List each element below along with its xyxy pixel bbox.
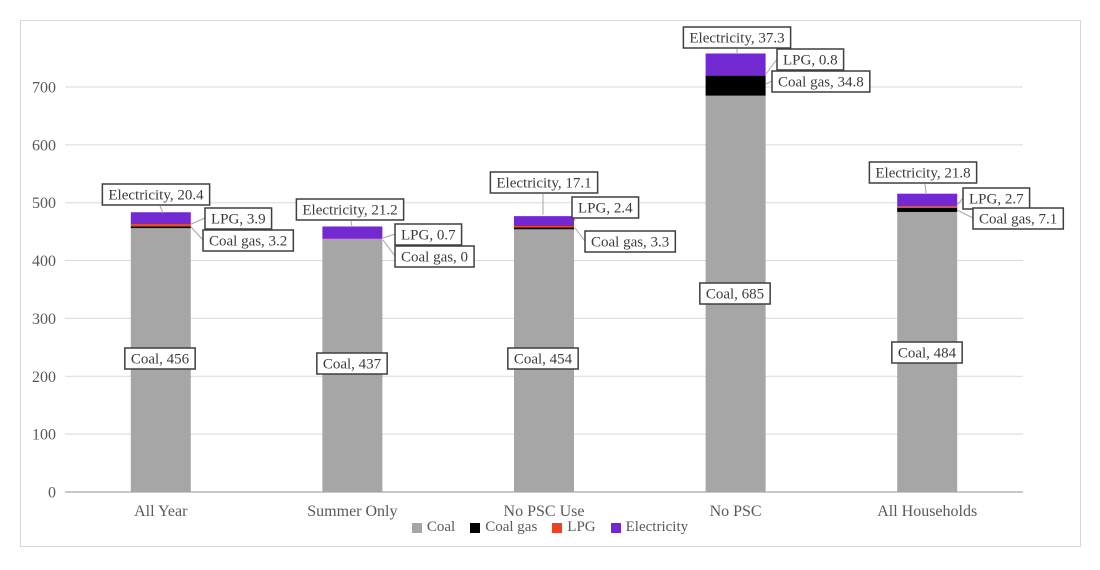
data-label-lpg: LPG, 3.9 — [211, 212, 266, 228]
data-label-coal: Coal, 685 — [706, 287, 764, 303]
leader-line — [924, 183, 927, 194]
legend-swatch-lpg — [552, 522, 563, 533]
bar-segment-electricity — [705, 53, 766, 76]
y-tick-label: 0 — [48, 485, 56, 502]
bar-segment-coal-gas — [897, 207, 958, 212]
data-label-box-lpg — [776, 48, 845, 71]
leader-line — [382, 239, 396, 257]
data-label-coal-gas: Coal gas, 3.3 — [591, 235, 669, 251]
data-label-box-coal-gas — [584, 230, 677, 253]
legend-item-lpg: LPG — [552, 519, 596, 536]
data-label-coal: Coal, 456 — [131, 352, 190, 368]
leader-line — [382, 233, 396, 239]
category-label: No PSC Use — [504, 503, 585, 520]
data-label-box-electricity — [101, 183, 211, 206]
chart-border — [20, 20, 1081, 547]
legend-label: Coal gas — [485, 519, 538, 535]
data-label-box-electricity — [295, 198, 405, 221]
category-label: No PSC — [710, 503, 762, 520]
data-label-coal: Coal, 484 — [898, 346, 957, 362]
bar-segment-coal-gas — [705, 75, 766, 96]
data-label-electricity: Electricity, 20.4 — [108, 188, 204, 204]
data-label-box-coal-gas — [972, 207, 1065, 230]
y-tick-label: 400 — [32, 253, 56, 270]
data-label-box-electricity — [489, 171, 599, 194]
leader-line — [350, 220, 353, 228]
leader-line — [956, 197, 964, 206]
legend-swatch-coal-gas — [470, 522, 481, 533]
data-label-box-coal-gas — [394, 245, 475, 268]
leader-line — [956, 209, 974, 219]
legend-label: Coal — [426, 519, 456, 535]
bar-segment-lpg — [897, 206, 958, 208]
y-tick-label: 100 — [32, 427, 56, 444]
bar-segment-coal-gas — [514, 227, 574, 230]
y-tick-label: 300 — [32, 311, 56, 328]
data-label-box-coal — [316, 352, 388, 375]
y-tick-label: 200 — [32, 369, 56, 386]
data-label-box-coal-gas — [771, 70, 871, 93]
data-label-coal-gas: Coal gas, 0 — [401, 250, 468, 266]
data-label-lpg: LPG, 2.4 — [578, 201, 633, 217]
data-label-coal-gas: Coal gas, 7.1 — [979, 212, 1057, 228]
bar-segment-coal-gas — [130, 226, 191, 229]
data-label-lpg: LPG, 0.8 — [783, 53, 838, 69]
data-label-electricity: Electricity, 17.1 — [496, 176, 591, 192]
legend-item-coal: Coal — [411, 519, 456, 536]
bar-segment-lpg — [130, 224, 191, 227]
chart-legend: Coal Coal gas LPG Electricity — [20, 519, 1080, 536]
y-tick-label: 600 — [32, 137, 56, 154]
leader-line — [159, 205, 164, 214]
category-label: Summer Only — [307, 503, 397, 520]
data-label-box-coal-gas — [202, 229, 295, 252]
data-label-box-lpg — [571, 196, 640, 219]
legend-swatch-electricity — [610, 522, 621, 533]
bar-segment-electricity — [322, 226, 383, 239]
bar-segment-electricity — [130, 212, 191, 225]
bar-segment-electricity — [897, 193, 958, 207]
data-label-lpg: LPG, 2.7 — [969, 192, 1024, 208]
leader-line — [190, 217, 206, 225]
leader-line — [574, 227, 586, 242]
data-label-box-coal — [699, 282, 771, 305]
data-label-box-electricity — [868, 161, 978, 184]
y-tick-label: 700 — [32, 79, 56, 96]
leader-line — [765, 58, 778, 75]
category-label: All Households — [877, 503, 977, 520]
data-label-coal: Coal, 454 — [514, 352, 573, 368]
data-label-box-lpg — [394, 223, 463, 246]
leader-line — [765, 80, 773, 85]
data-label-coal-gas: Coal gas, 34.8 — [778, 75, 864, 91]
legend-label: LPG — [567, 519, 596, 535]
data-label-electricity: Electricity, 21.2 — [302, 203, 397, 219]
data-label-electricity: Electricity, 21.8 — [875, 166, 970, 182]
data-label-lpg: LPG, 0.7 — [401, 228, 456, 244]
bar-segment-lpg — [514, 226, 574, 228]
legend-label: Electricity — [625, 519, 689, 535]
category-label: All Year — [134, 503, 188, 520]
data-label-box-coal — [891, 341, 963, 364]
data-label-box-electricity — [682, 26, 792, 49]
data-label-coal-gas: Coal gas, 3.2 — [209, 234, 287, 250]
legend-swatch-coal — [411, 522, 422, 533]
data-label-box-lpg — [204, 207, 273, 230]
legend-item-electricity: Electricity — [610, 519, 689, 536]
legend-item-coal-gas: Coal gas — [470, 519, 537, 536]
y-tick-label: 500 — [32, 195, 56, 212]
bar-segment-electricity — [514, 216, 574, 227]
data-label-box-coal — [507, 347, 579, 370]
data-label-coal: Coal, 437 — [323, 357, 382, 373]
data-label-electricity: Electricity, 37.3 — [689, 31, 784, 47]
data-label-box-coal — [124, 347, 196, 370]
leader-line — [190, 226, 204, 241]
